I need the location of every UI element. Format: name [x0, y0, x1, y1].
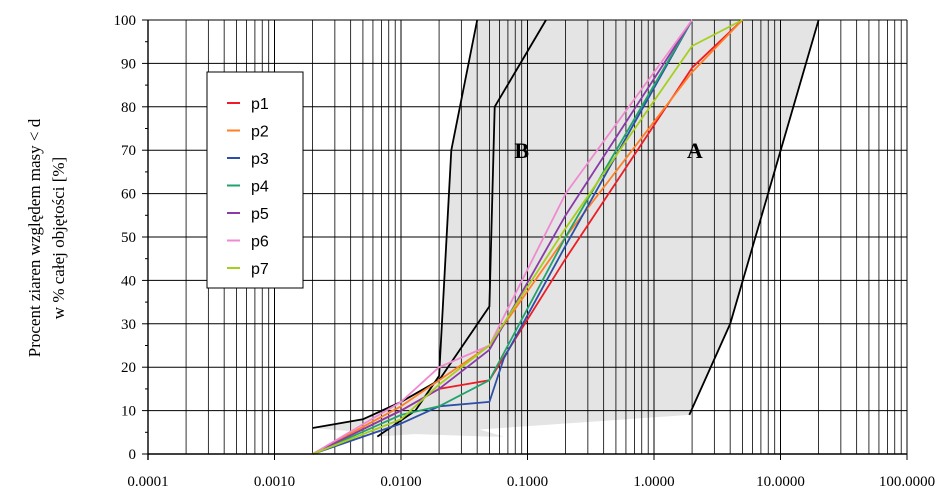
y-tick-label: 40: [121, 273, 136, 289]
series-line-p5: [312, 19, 693, 455]
legend-label-p1: p1: [251, 96, 269, 113]
x-tick-label: 10.0000: [756, 474, 805, 490]
y-tick-label: 0: [129, 447, 137, 463]
zone-a-label: A: [687, 138, 703, 163]
zone-a-right-boundary: [688, 19, 820, 416]
legend-label-p5: p5: [251, 206, 269, 223]
zone-b-fill: [312, 20, 546, 437]
legend: p1 p2 p3 p4 p5 p6 p7: [206, 71, 304, 289]
y-tick-label: 70: [121, 143, 136, 159]
legend-label-p4: p4: [251, 179, 269, 196]
series-line-p6: [312, 19, 693, 455]
y-tick-label: 30: [121, 317, 136, 333]
zone-b-label: B: [514, 138, 529, 163]
y-axis-title: Procent ziaren względem masy < d: [25, 118, 44, 357]
legend-label-p3: p3: [251, 151, 269, 168]
x-tick-label: 0.0010: [254, 474, 295, 490]
legend-label-p6: p6: [251, 234, 269, 251]
y-tick-label: 100: [114, 13, 137, 29]
y-axis-subtitle: w % całej objętości [%]: [49, 157, 68, 319]
y-tick-label: 90: [121, 56, 136, 72]
axes-layer: [142, 19, 908, 460]
tick-label-layer: 0 10 20 30 40 50 60 70 80 90 100 0.0001 0.0010 0.0100…: [114, 13, 936, 490]
y-tick-label: 10: [121, 404, 136, 420]
zones-layer: [312, 20, 819, 437]
legend-label-p2: p2: [251, 124, 269, 141]
y-tick-label: 50: [121, 230, 136, 246]
x-tick-label: 100.0000: [879, 474, 935, 490]
y-tick-label: 80: [121, 100, 136, 116]
x-tick-label: 0.0001: [127, 474, 168, 490]
series-line-p4: [312, 19, 693, 455]
x-tick-label: 0.1000: [507, 474, 548, 490]
y-tick-label: 20: [121, 360, 136, 376]
series-layer: [312, 19, 744, 455]
legend-box: [206, 71, 304, 289]
zone-a-left-boundary: [376, 19, 479, 438]
series-line-p3: [312, 19, 693, 455]
legend-label-p7: p7: [251, 261, 269, 278]
y-tick-label: 60: [121, 187, 136, 203]
x-tick-label: 1.0000: [633, 474, 674, 490]
x-tick-label: 0.0100: [380, 474, 421, 490]
series-line-p7: [312, 19, 743, 455]
